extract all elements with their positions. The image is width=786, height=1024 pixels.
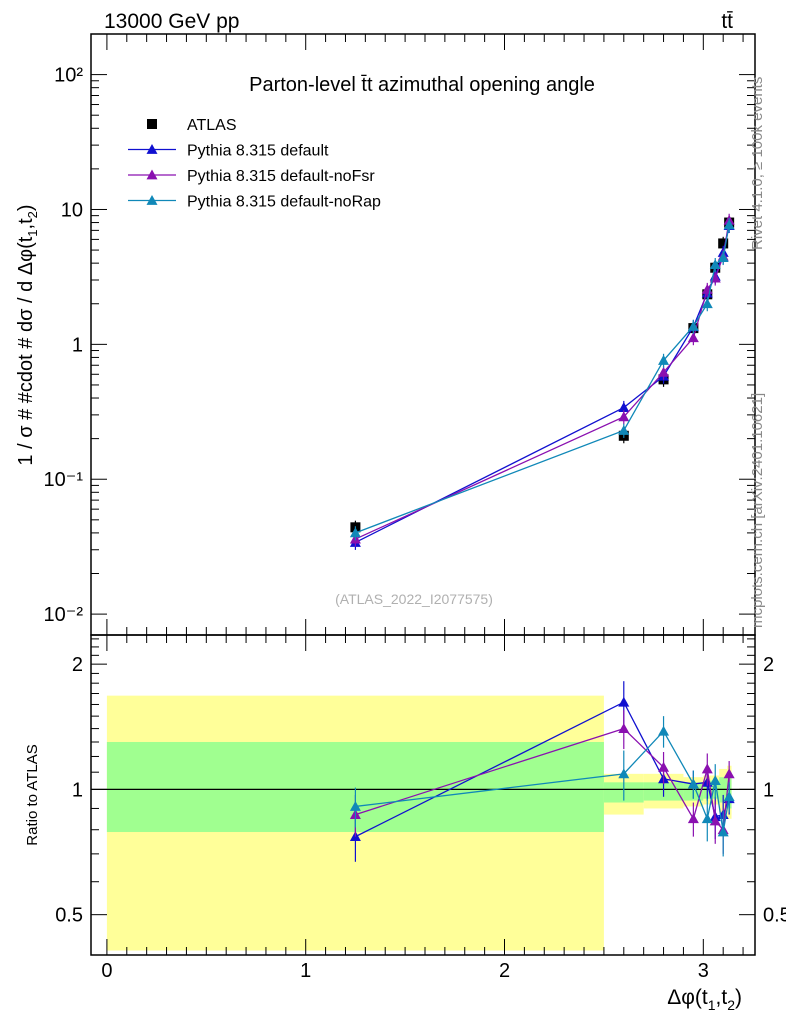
main-point-3 [709, 259, 721, 270]
xtick-label: 1 [300, 960, 311, 982]
xlabel-sub1: 1 [708, 997, 716, 1013]
side-text-top: Rivet 4.1.0, ≥ 100k events [749, 77, 766, 250]
ratio-line-3 [355, 730, 730, 833]
main-point-3 [687, 320, 699, 331]
ylabel-sub1: 1 [25, 229, 40, 236]
ratio-point-1 [618, 696, 630, 707]
ratio-ytick-label-right: 0.5 [763, 905, 786, 927]
header-left: 13000 GeV pp [104, 10, 239, 33]
main-ytick-label: 10⁻¹ [44, 469, 84, 491]
xlabel-prefix: Δφ(t [667, 986, 708, 1009]
main-ytick-label: 10² [54, 65, 83, 87]
ratio-ytick-label-right: 2 [763, 654, 774, 676]
legend-marker [146, 144, 158, 154]
ylabel-prefix: 1 / σ # #cdot # dσ / d Δφ(t [15, 236, 37, 465]
ratio-axis-ticks: 0.5 0.5 1 1 2 2 0 1 2 3 [55, 635, 786, 982]
chart-title: Parton-level t̄t azimuthal opening angle [249, 74, 595, 96]
ylabel-comma: ,t [15, 218, 37, 230]
xlabel: Δφ(t1,t2) [667, 986, 742, 1013]
legend-label: Pythia 8.315 default-noFsr [187, 168, 375, 185]
main-point-3 [658, 354, 670, 365]
main-point-3 [723, 219, 735, 230]
legend-label: Pythia 8.315 default [187, 143, 329, 160]
ratio-point-2 [658, 761, 670, 772]
ratio-ytick-label-right: 1 [763, 779, 774, 801]
main-ytick-label: 10⁻² [44, 604, 84, 626]
ratio-ylabel-group: Ratio to ATLAS [24, 744, 41, 845]
ratio-frame [90, 634, 756, 956]
main-point-3 [717, 252, 729, 262]
xtick-label: 0 [101, 960, 112, 982]
ratio-panel: 0.5 0.5 1 1 2 2 0 1 2 3 [55, 634, 786, 982]
main-axis-ticks: 10⁻² 10⁻¹ 1 10 10² [44, 33, 755, 635]
legend-label: Pythia 8.315 default-noRap [187, 194, 381, 211]
xlabel-comma: ,t [716, 986, 728, 1009]
ratio-point-2 [687, 813, 699, 824]
main-point-2 [687, 332, 699, 343]
main-ylabel: 1 / σ # #cdot # dσ / d Δφ(t1,t2) [15, 204, 40, 465]
ratio-point-3 [723, 791, 735, 802]
header-right: tt̄ [721, 10, 733, 33]
xlabel-sub2: 2 [727, 997, 735, 1013]
ratio-point-2 [618, 723, 630, 734]
main-ytick-label: 10 [61, 199, 83, 221]
xtick-label: 3 [698, 960, 709, 982]
analysis-watermark: (ATLAS_2022_I2077575) [335, 591, 493, 607]
side-text-bottom: mcplots.cern.ch [arXiv:2401.10621] [749, 393, 766, 628]
main-point-1 [618, 402, 630, 412]
ylabel-sub2: 2 [25, 211, 40, 218]
ratio-point-3 [709, 775, 721, 785]
ratio-uncertainty-bands [106, 695, 732, 951]
main-line-3 [355, 224, 730, 534]
legend-marker [146, 169, 158, 180]
main-point-2 [658, 366, 670, 377]
ratio-ylabel: Ratio to ATLAS [24, 744, 41, 845]
main-point-3 [349, 527, 361, 538]
main-line-1 [355, 225, 730, 544]
main-series-layer [349, 213, 735, 550]
main-panel: 10⁻² 10⁻¹ 1 10 10² Parton-level t̄t azimutha… [44, 33, 756, 636]
legend: ATLAS Pythia 8.315 default Pythia 8.315 de… [128, 117, 381, 211]
main-point-2 [618, 411, 630, 422]
main-point-3 [618, 424, 630, 435]
main-ytick-label: 1 [72, 334, 83, 356]
ratio-point-3 [687, 778, 699, 789]
ratio-point-3 [717, 826, 729, 837]
ylabel-close: ) [15, 204, 37, 211]
main-line-2 [355, 220, 730, 540]
ratio-point-3 [618, 768, 630, 779]
ratio-series-layer [349, 681, 735, 862]
atlas-data-point [718, 238, 729, 249]
ratio-ytick-label-left: 2 [72, 654, 83, 676]
ratio-point-3 [349, 800, 361, 811]
ratio-point-3 [658, 725, 670, 736]
ratio-point-2 [723, 768, 735, 779]
xlabel-close: ) [735, 986, 742, 1009]
legend-marker-atlas [147, 119, 157, 129]
side-text-bottom-group: mcplots.cern.ch [arXiv:2401.10621] [749, 393, 766, 628]
legend-label: ATLAS [187, 117, 237, 134]
ratio-ytick-label-left: 1 [72, 779, 83, 801]
ratio-ytick-label-left: 0.5 [55, 905, 83, 927]
legend-marker [146, 195, 158, 205]
side-text-top-group: Rivet 4.1.0, ≥ 100k events [749, 77, 766, 250]
xtick-label: 2 [499, 960, 510, 982]
ratio-point-3 [701, 813, 713, 824]
main-ylabel-group: 1 / σ # #cdot # dσ / d Δφ(t1,t2) [15, 204, 40, 465]
main-point-3 [701, 298, 713, 309]
ratio-point-2 [701, 763, 713, 774]
